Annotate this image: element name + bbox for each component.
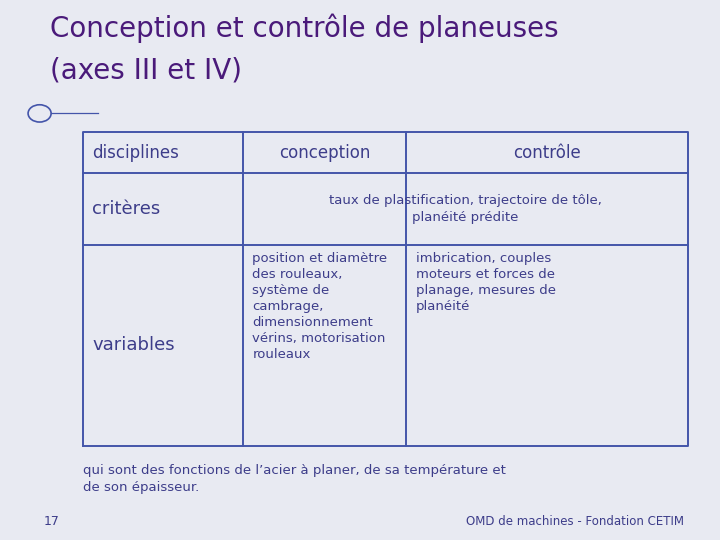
Text: taux de plastification, trajectoire de tôle,
planéité prédite: taux de plastification, trajectoire de t…	[329, 194, 602, 224]
Text: disciplines: disciplines	[92, 144, 179, 161]
Text: Conception et contrôle de planeuses: Conception et contrôle de planeuses	[50, 14, 559, 43]
Text: OMD de machines - Fondation CETIM: OMD de machines - Fondation CETIM	[466, 515, 684, 528]
Text: contrôle: contrôle	[513, 144, 581, 161]
Text: position et diamètre
des rouleaux,
système de
cambrage,
dimensionnement
vérins, : position et diamètre des rouleaux, systè…	[253, 252, 387, 361]
Text: variables: variables	[92, 336, 175, 354]
Text: qui sont des fonctions de l’acier à planer, de sa température et
de son épaisseu: qui sont des fonctions de l’acier à plan…	[83, 464, 505, 495]
Text: (axes III et IV): (axes III et IV)	[50, 57, 243, 85]
Text: 17: 17	[43, 515, 59, 528]
Text: imbrication, couples
moteurs et forces de
planage, mesures de
planéité: imbrication, couples moteurs et forces d…	[415, 252, 556, 313]
Text: conception: conception	[279, 144, 370, 161]
Text: critères: critères	[92, 200, 161, 218]
